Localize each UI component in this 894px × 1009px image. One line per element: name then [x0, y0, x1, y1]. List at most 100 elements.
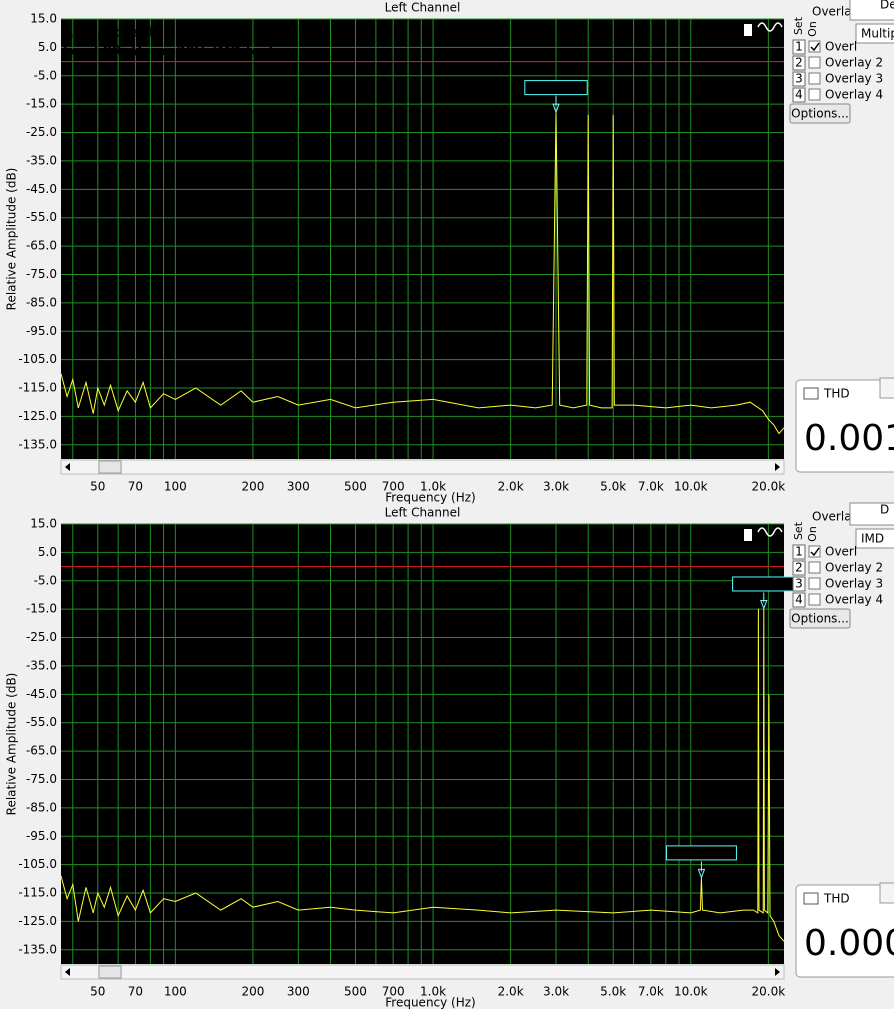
overlay-checkbox[interactable]	[808, 40, 821, 53]
y-tick-label: -35.0	[26, 658, 57, 672]
y-axis-label: Relative Amplitude (dB)	[5, 168, 19, 311]
spectrum-line	[61, 112, 784, 435]
overlay-label: Overlay 3	[825, 577, 883, 591]
set-number[interactable]: 1	[795, 545, 803, 559]
mode-dropdown-text[interactable]: IMD	[861, 532, 884, 546]
mode-dropdown[interactable]	[855, 23, 894, 44]
speaker-icon	[744, 529, 752, 541]
chart-title: Left Channel	[385, 1, 461, 15]
x-axis-label: Frequency (Hz)	[385, 491, 476, 505]
y-tick-label: -45.0	[26, 687, 57, 701]
set-number[interactable]: 4	[795, 593, 803, 607]
scrollbar[interactable]	[60, 459, 785, 475]
set-number[interactable]: 3	[795, 72, 803, 86]
thd-title: THD	[823, 387, 850, 401]
y-tick-label: -95.0	[26, 324, 57, 338]
marker-label: -17.80 dB	[527, 81, 585, 95]
set-number[interactable]: 2	[795, 56, 803, 70]
checkmark	[810, 547, 820, 557]
x-tick-label: 7.0k	[638, 985, 664, 999]
scroll-right[interactable]	[775, 463, 780, 471]
y-tick-label: -25.0	[26, 630, 57, 644]
set-number-box[interactable]	[792, 576, 806, 592]
scrollbar[interactable]	[60, 964, 785, 980]
x-tick-label: 700	[382, 985, 405, 999]
x-tick-label: 7.0k	[638, 480, 664, 494]
marker-arrow	[697, 868, 706, 879]
y-tick-label: -125.0	[18, 409, 57, 423]
spectrum-line	[61, 608, 784, 942]
y-tick-label: -45.0	[26, 182, 57, 196]
overlay-checkbox[interactable]	[808, 56, 821, 69]
chart-title: Left Channel	[385, 506, 461, 520]
annotation: Load 8R, Vp-p=20V, IMD tests	[63, 45, 283, 60]
side-box	[849, 502, 894, 526]
overlay-label: Overlay 4	[825, 593, 883, 607]
overlay-label: Overl	[825, 545, 857, 559]
mode-dropdown-text[interactable]: Multip	[861, 27, 894, 41]
x-tick-label: 5.0k	[600, 480, 626, 494]
x-tick-label: 500	[344, 480, 367, 494]
overlay-checkbox[interactable]	[808, 577, 821, 590]
set-number-box[interactable]	[792, 87, 806, 103]
side-box-label: D	[880, 503, 889, 517]
set-number[interactable]: 1	[795, 40, 803, 54]
overlay-header: Overla	[812, 510, 852, 524]
set-number-box[interactable]	[792, 592, 806, 608]
mode-dropdown[interactable]	[855, 528, 894, 549]
on-label: On	[806, 21, 819, 37]
x-tick-label: 2.0k	[498, 985, 524, 999]
generator-icon	[757, 22, 783, 32]
set-number[interactable]: 4	[795, 88, 803, 102]
set-number[interactable]: 3	[795, 577, 803, 591]
overlay-label: Overlay 3	[825, 72, 883, 86]
plot-area	[61, 524, 784, 964]
overlay-checkbox[interactable]	[808, 561, 821, 574]
checkmark	[810, 42, 820, 52]
x-tick-label: 5.0k	[600, 985, 626, 999]
thd-corner	[879, 377, 894, 399]
scroll-thumb[interactable]	[98, 965, 122, 979]
overlay-label: Overlay 4	[825, 88, 883, 102]
annotation: A9-Ratchet IPS	[63, 26, 173, 41]
x-tick-label: 3.0k	[543, 985, 569, 999]
x-tick-label: 100	[164, 480, 187, 494]
set-number-box[interactable]	[792, 55, 806, 71]
marker-arrow	[760, 599, 768, 610]
y-tick-label: -105.0	[18, 352, 57, 366]
y-tick-label: 15.0	[30, 12, 57, 26]
thd-icon	[803, 387, 819, 400]
overlay-checkbox[interactable]	[808, 593, 821, 606]
thd-title: THD	[823, 892, 850, 906]
scroll-left[interactable]	[65, 968, 70, 976]
marker-label: -14.76 dB	[735, 577, 793, 591]
set-number[interactable]: 2	[795, 561, 803, 575]
set-number-box[interactable]	[792, 39, 806, 55]
options-button-label[interactable]: Options...	[791, 612, 849, 626]
overlay-checkbox[interactable]	[808, 88, 821, 101]
scroll-right[interactable]	[775, 968, 780, 976]
x-tick-label: 50	[90, 480, 105, 494]
options-button-label[interactable]: Options...	[791, 107, 849, 121]
x-tick-label: 700	[382, 480, 405, 494]
scroll-thumb[interactable]	[98, 460, 122, 474]
y-tick-label: -115.0	[18, 381, 57, 395]
overlay-checkbox[interactable]	[808, 72, 821, 85]
y-tick-label: 5.0	[38, 40, 57, 54]
y-tick-label: -15.0	[26, 602, 57, 616]
set-number-box[interactable]	[792, 544, 806, 560]
on-label: On	[806, 526, 819, 542]
x-tick-label: 300	[287, 480, 310, 494]
set-number-box[interactable]	[792, 560, 806, 576]
options-button[interactable]	[789, 608, 851, 629]
options-button[interactable]	[789, 103, 851, 124]
thd-box	[795, 379, 894, 473]
set-number-box[interactable]	[792, 71, 806, 87]
overlay-checkbox[interactable]	[808, 545, 821, 558]
y-tick-label: -55.0	[26, 210, 57, 224]
y-tick-label: -135.0	[18, 942, 57, 956]
x-tick-label: 20.0k	[752, 480, 786, 494]
scroll-left[interactable]	[65, 463, 70, 471]
y-tick-label: -135.0	[18, 437, 57, 451]
